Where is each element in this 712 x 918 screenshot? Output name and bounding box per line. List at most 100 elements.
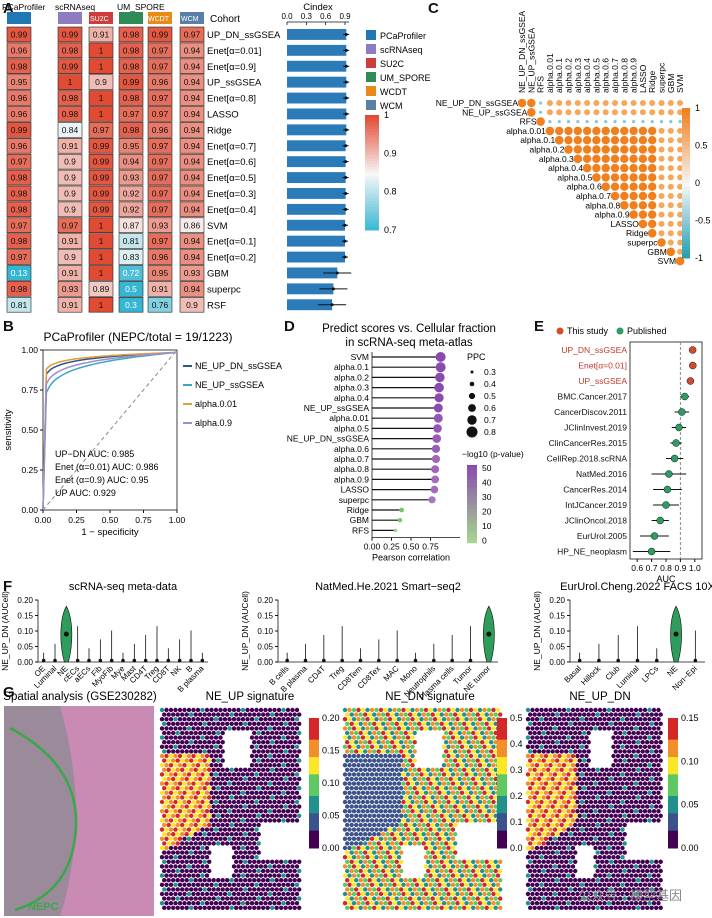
spatial-spot (575, 753, 580, 759)
spatial-spot (548, 717, 553, 722)
spatial-spot (218, 827, 223, 832)
spatial-spot (573, 767, 578, 772)
heat-value: 1 (99, 252, 104, 262)
spatial-colorbar-tick: 0.10 (322, 778, 340, 788)
spatial-spot (383, 809, 388, 814)
spatial-title: NE_UP_DN (569, 691, 630, 703)
spatial-spot (195, 717, 201, 722)
spatial-spot (345, 749, 350, 754)
spatial-spot (297, 758, 302, 763)
spatial-spot (243, 850, 248, 855)
spatial-spot (559, 730, 564, 736)
spatial-colorbar-segment (309, 778, 319, 784)
spatial-spot (546, 712, 551, 717)
cindex-tick-label: 0.3 (301, 12, 313, 21)
spatial-spot (283, 804, 288, 809)
spatial-spot (570, 901, 576, 906)
spatial-spot (261, 740, 266, 745)
spatial-spot (213, 726, 219, 731)
spatial-spot (294, 726, 300, 731)
spatial-spot (584, 726, 589, 731)
spatial-spot (189, 758, 194, 763)
violin-median (693, 658, 698, 663)
spatial-spot (627, 767, 632, 772)
spatial-spot (252, 832, 257, 837)
spatial-spot (279, 740, 284, 745)
panel-label-g: G (3, 684, 15, 701)
spatial-spot (602, 864, 607, 869)
spatial-spot (381, 822, 386, 828)
spatial-spot (412, 712, 417, 717)
spatial-spot (252, 776, 257, 782)
spatial-spot (220, 878, 225, 883)
spatial-spot (656, 818, 661, 823)
spatial-spot (399, 712, 404, 717)
pval-colorbar-segment (467, 493, 477, 497)
spatial-spot (654, 740, 659, 745)
spatial-spot (595, 905, 600, 910)
spatial-spot (408, 730, 413, 736)
corr-dot (610, 126, 620, 136)
spatial-spot (609, 832, 614, 837)
spatial-spot (642, 790, 648, 795)
spatial-spot (593, 717, 598, 722)
spatial-spot (550, 905, 555, 910)
spatial-spot (408, 887, 413, 892)
spatial-spot (267, 882, 273, 887)
spatial-spot (294, 744, 300, 749)
spatial-spot (193, 749, 198, 754)
spatial-spot (209, 799, 214, 805)
spatial-spot (446, 799, 451, 805)
spatial-colorbar-segment (497, 744, 507, 749)
spatial-spot (191, 726, 196, 731)
spatial-spot (162, 859, 167, 864)
spatial-spot (297, 749, 302, 754)
spatial-spot (629, 753, 634, 759)
spatial-spot (482, 818, 487, 823)
spatial-spot (166, 859, 171, 864)
spatial-spot (211, 776, 216, 782)
spatial-spot (193, 813, 198, 818)
spatial-spot (345, 841, 350, 846)
spatial-spot (428, 845, 433, 851)
heat-cell (118, 249, 144, 265)
spatial-spot (245, 855, 250, 860)
spatial-spot (191, 864, 196, 869)
spatial-spot (254, 809, 259, 814)
heat-cell (57, 74, 83, 90)
spatial-spot (426, 822, 431, 828)
spatial-spot (444, 786, 449, 791)
spatial-spot (457, 740, 462, 745)
corr-row-label: alpha.0.4 (548, 163, 583, 173)
spatial-spot (209, 735, 214, 740)
heat-cell (147, 153, 173, 170)
spatial-spot (595, 786, 600, 791)
spatial-spot (351, 735, 357, 740)
spatial-spot (654, 878, 659, 883)
spatial-spot (279, 896, 284, 901)
spatial-spot (191, 790, 196, 795)
spatial-spot (195, 901, 201, 906)
spatial-spot (159, 891, 165, 897)
spatial-spot (168, 845, 174, 851)
spatial-spot (557, 864, 562, 869)
spatial-spot (414, 790, 420, 795)
spatial-spot (491, 891, 496, 897)
spatial-spot (367, 786, 372, 791)
spatial-spot (290, 735, 295, 740)
spatial-spot (604, 896, 609, 901)
spatial-spot (184, 813, 189, 818)
spatial-spot (193, 804, 198, 809)
spatial-spot (604, 776, 609, 782)
corr-dot (620, 136, 629, 145)
spatial-spot (455, 772, 460, 777)
spatial-spot (613, 795, 618, 800)
spatial-spot (432, 726, 438, 731)
heat-value: 0.98 (123, 93, 140, 103)
heat-cell (57, 106, 83, 122)
spatial-spot (457, 786, 462, 791)
spatial-spot (227, 809, 232, 814)
spatial-spot (564, 878, 569, 883)
corr-dot (667, 174, 674, 181)
spatial-spot (180, 832, 185, 837)
